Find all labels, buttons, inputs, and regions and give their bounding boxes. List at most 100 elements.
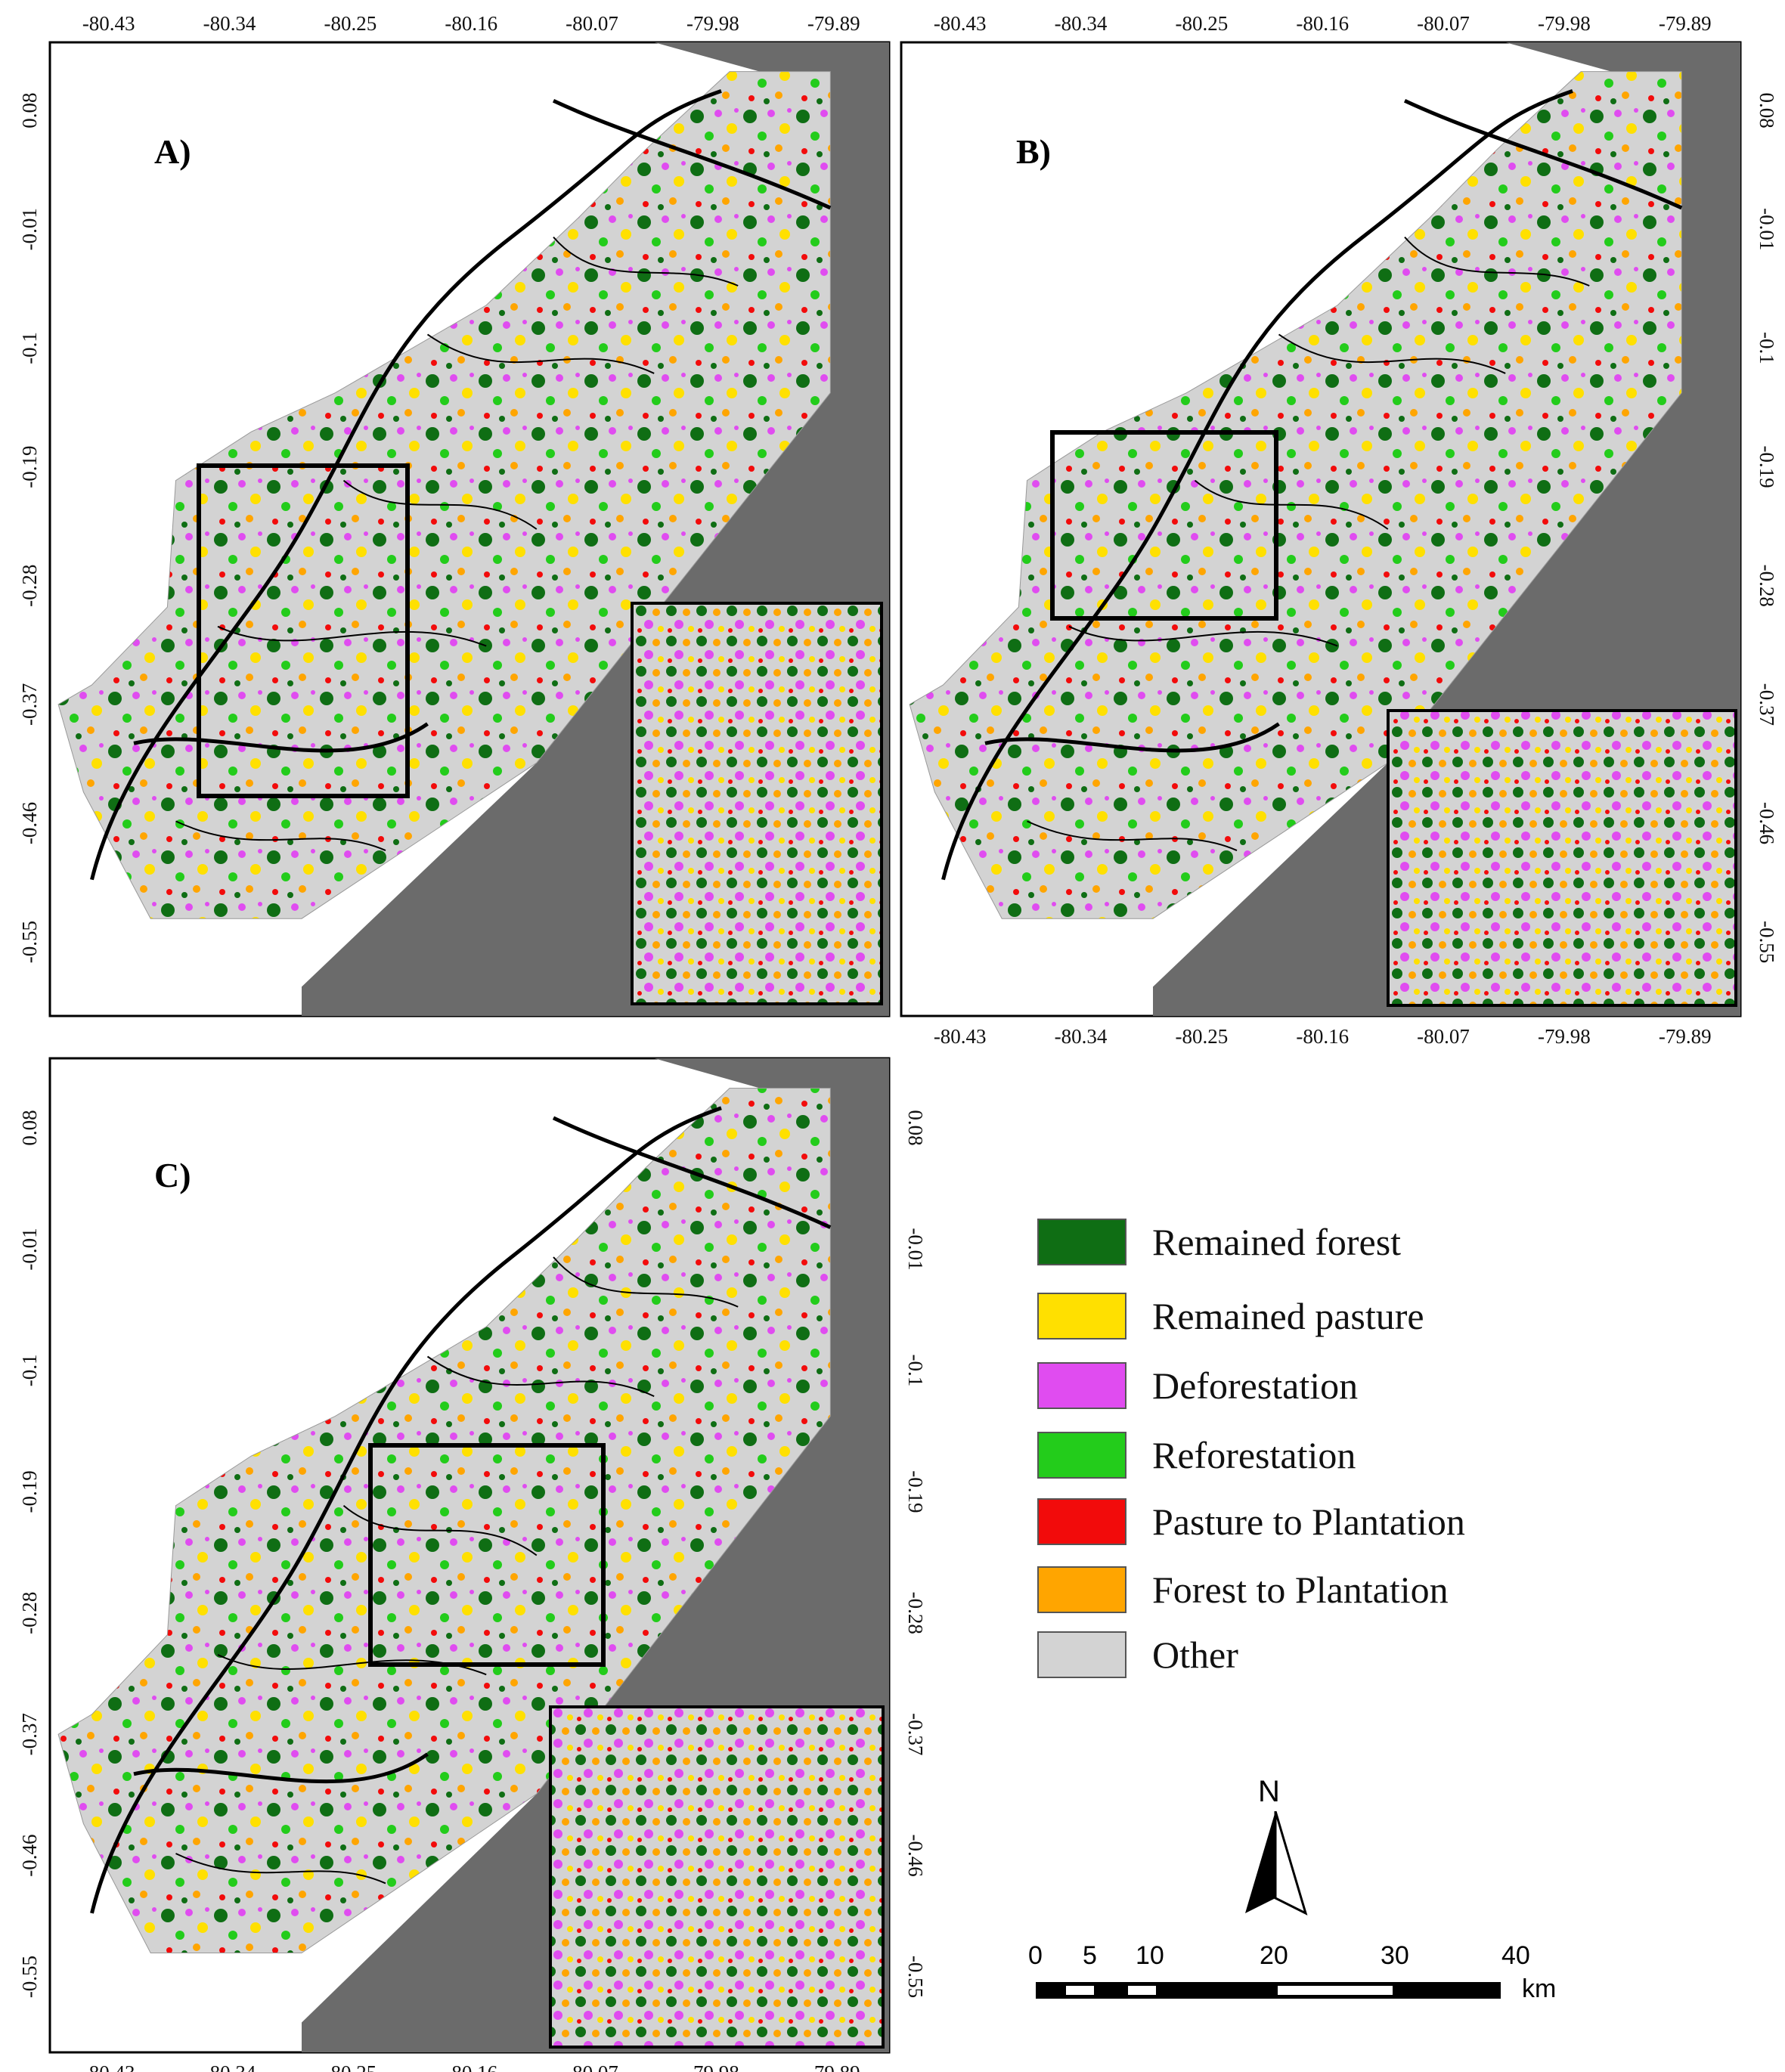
longitude-tick-label: -80.43 [82, 2061, 135, 2072]
stream-line [175, 1853, 386, 1885]
panel-letter: C) [154, 1156, 191, 1194]
latitude-tick-label: -0.1 [18, 1355, 41, 1387]
longitude-tick-label: -80.25 [324, 2061, 377, 2072]
legend-item: Forest to Plantation [1037, 1566, 1449, 1613]
scale-bar-tick-label: 5 [1083, 1941, 1097, 1970]
legend-swatch [1037, 1293, 1126, 1340]
stream-line [175, 820, 386, 851]
longitude-tick-label: -79.98 [1538, 12, 1591, 35]
longitude-tick-label: -80.16 [1296, 12, 1349, 35]
legend-item: Remained forest [1037, 1219, 1401, 1265]
latitude-tick-label: -0.1 [904, 1355, 927, 1387]
longitude-tick-label: -80.25 [1176, 12, 1229, 35]
inset-map [631, 602, 883, 1005]
map-panel-3: C) -80.43 -80.34 -80.25 -80.16 -80.07 -79.98 -7… [18, 1057, 927, 2072]
legend-label: Reforestation [1152, 1434, 1356, 1476]
scale-bar-tick-label: 20 [1260, 1941, 1288, 1970]
map-panel-1: A) -80.43 -80.34 -80.25 -80.16 -80.07 -79.98 -7… [18, 12, 891, 1017]
latitude-tick-label: -0.46 [1756, 802, 1778, 844]
legend-item: Deforestation [1037, 1362, 1358, 1409]
latitude-tick-label: -0.46 [904, 1835, 927, 1877]
river-line [90, 89, 722, 881]
longitude-tick-label: -79.89 [1659, 12, 1712, 35]
zoom-extent-box [1050, 430, 1278, 621]
river-line [1403, 99, 1683, 210]
stream-line [1068, 625, 1338, 647]
stream-line [426, 1355, 655, 1398]
north-arrow-icon [1245, 1811, 1308, 1916]
latitude-tick-label: -0.55 [904, 1956, 927, 1998]
latitude-tick-label: -0.37 [18, 1713, 41, 1755]
longitude-tick-label: -80.25 [1176, 1025, 1229, 1048]
longitude-tick-label: -80.25 [324, 12, 377, 35]
longitude-tick-label: -79.89 [1659, 1025, 1712, 1048]
latitude-tick-label: -0.19 [18, 1470, 41, 1513]
scale-bar-tick-label: 0 [1028, 1941, 1043, 1970]
longitude-tick-label: -80.43 [934, 1025, 987, 1048]
stream-line [553, 1256, 739, 1308]
latitude-tick-label: -0.37 [18, 683, 41, 726]
latitude-tick-label: -0.01 [904, 1228, 927, 1270]
longitude-tick-label: -80.43 [82, 12, 135, 35]
longitude-tick-label: -80.07 [566, 2061, 618, 2072]
latitude-tick-label: -0.37 [904, 1713, 927, 1755]
panel-letter: B) [1016, 132, 1051, 171]
river-line [941, 89, 1573, 881]
longitude-tick-label: -79.98 [686, 2061, 739, 2072]
latitude-tick-label: -0.28 [18, 1592, 41, 1634]
zoom-extent-box [368, 1443, 606, 1667]
river-line [133, 722, 429, 753]
latitude-tick-label: -0.01 [18, 208, 41, 250]
latitude-tick-label: -0.28 [18, 565, 41, 607]
latitude-tick-label: 0.08 [18, 1110, 41, 1145]
latitude-tick-label: 0.08 [1756, 93, 1778, 129]
legend-swatch [1037, 1362, 1126, 1409]
map-panel-2: B) -80.43 -80.43 -80.34 -80.34 -80.25 -80.25 -8… [900, 12, 1778, 1048]
north-arrow-label: N [1258, 1775, 1280, 1808]
longitude-tick-label: -79.89 [807, 2061, 860, 2072]
longitude-tick-label: -79.89 [807, 12, 860, 35]
latitude-tick-label: -0.46 [18, 1835, 41, 1877]
latitude-tick-label: -0.19 [1756, 445, 1778, 488]
latitude-tick-label: -0.01 [1756, 208, 1778, 250]
latitude-tick-label: -0.1 [18, 332, 41, 364]
latitude-tick-label: -0.01 [18, 1228, 41, 1270]
longitude-tick-label: -80.16 [445, 12, 497, 35]
legend-swatch [1037, 1219, 1126, 1265]
legend-item: Remained pasture [1037, 1293, 1424, 1340]
river-line [133, 1752, 429, 1784]
latitude-tick-label: -0.28 [1756, 565, 1778, 607]
scale-bar-tick-label: 40 [1501, 1941, 1530, 1970]
land-cover-area [909, 71, 1682, 919]
panel-letter: A) [154, 132, 191, 171]
scale-bar-unit: km [1522, 1974, 1557, 2003]
longitude-tick-label: -79.98 [1538, 1025, 1591, 1048]
latitude-tick-label: -0.46 [18, 802, 41, 844]
latitude-tick-label: 0.08 [18, 93, 41, 129]
stream-line [1404, 236, 1590, 286]
land-cover-area [57, 1087, 831, 1953]
legend-label: Remained pasture [1152, 1295, 1424, 1337]
scale-bar [1036, 1982, 1501, 1999]
stream-line [1194, 479, 1389, 530]
river-line [984, 722, 1280, 753]
legend-swatch [1037, 1432, 1126, 1479]
longitude-tick-label: -80.07 [1417, 1025, 1470, 1048]
scale-bar-tick-label: 30 [1381, 1941, 1409, 1970]
river-line [552, 99, 832, 210]
longitude-tick-label: -79.98 [686, 12, 739, 35]
latitude-tick-label: -0.55 [18, 921, 41, 963]
longitude-tick-label: -80.16 [1296, 1025, 1349, 1048]
longitude-tick-label: -80.43 [934, 12, 987, 35]
scale-bar-tick-label: 10 [1136, 1941, 1164, 1970]
river-line [552, 1116, 832, 1229]
latitude-tick-label: -0.19 [904, 1470, 927, 1513]
longitude-tick-label: -80.07 [566, 12, 618, 35]
stream-line [217, 625, 487, 647]
stream-line [342, 1504, 538, 1556]
longitude-tick-label: -80.34 [203, 12, 256, 35]
legend-swatch [1037, 1498, 1126, 1545]
latitude-tick-label: -0.55 [18, 1956, 41, 1998]
longitude-tick-label: -80.34 [1055, 1025, 1108, 1048]
